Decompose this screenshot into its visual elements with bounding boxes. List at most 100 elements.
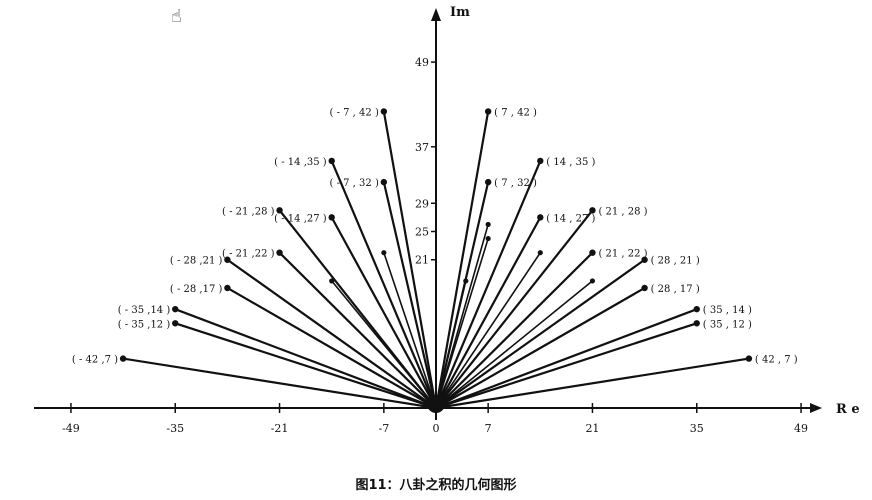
y-tick-label: 25 bbox=[415, 226, 429, 239]
y-tick-label: 49 bbox=[415, 56, 429, 69]
vector-line bbox=[434, 160, 542, 409]
point-label: ( 35 , 12 ) bbox=[703, 319, 752, 330]
data-point bbox=[328, 157, 335, 165]
point-label: ( 21 , 28 ) bbox=[598, 206, 647, 217]
x-tick-label: -35 bbox=[166, 422, 184, 435]
point-label: ( 42 , 7 ) bbox=[755, 355, 798, 366]
point-label: ( 14 , 27 ) bbox=[546, 213, 595, 224]
data-point bbox=[224, 256, 231, 263]
y-axis-arrow bbox=[431, 8, 441, 21]
vector-line bbox=[435, 258, 646, 409]
data-point bbox=[745, 355, 753, 362]
data-points bbox=[119, 108, 753, 413]
data-point bbox=[484, 108, 492, 115]
vector-line bbox=[435, 357, 750, 410]
y-tick-label: 29 bbox=[415, 197, 429, 210]
point-label: ( - 28 ,17 ) bbox=[170, 284, 223, 295]
point-label: ( 21 , 22 ) bbox=[598, 249, 647, 260]
vector-lines bbox=[122, 111, 750, 410]
x-tick-label: -7 bbox=[378, 422, 389, 435]
point-label: ( - 21 ,28 ) bbox=[222, 206, 275, 217]
axes: R e Im -49 -35 -21 -7 0 7 21 35 49 49 37 29 25 21 bbox=[34, 5, 860, 435]
point-label: ( - 7 , 42 ) bbox=[330, 107, 379, 118]
y-axis-label: Im bbox=[450, 5, 470, 20]
data-point bbox=[172, 305, 179, 313]
x-axis-arrow bbox=[810, 403, 822, 413]
inner-data-point bbox=[463, 278, 469, 284]
data-point bbox=[328, 214, 335, 221]
point-label: ( - 21 ,22 ) bbox=[222, 249, 275, 260]
data-point bbox=[380, 108, 388, 115]
x-tick-label: 0 bbox=[433, 422, 440, 435]
inner-data-point bbox=[589, 278, 596, 284]
data-point bbox=[224, 284, 231, 292]
point-label: ( 28 , 17 ) bbox=[651, 284, 700, 295]
vector-line bbox=[382, 181, 438, 409]
vector-line bbox=[330, 160, 438, 409]
vector-line bbox=[226, 258, 437, 409]
origin-cluster bbox=[427, 395, 445, 413]
data-point bbox=[641, 284, 648, 292]
vector-line bbox=[330, 216, 437, 409]
point-label: ( - 7 , 32 ) bbox=[330, 178, 379, 189]
vector-line bbox=[122, 357, 437, 410]
vector-line bbox=[435, 287, 646, 409]
data-point bbox=[641, 256, 648, 263]
data-point bbox=[380, 178, 388, 186]
point-label: ( - 35 ,12 ) bbox=[118, 319, 171, 330]
y-tick-label: 37 bbox=[415, 141, 429, 154]
vector-line bbox=[382, 111, 438, 409]
point-label: ( - 28 ,21 ) bbox=[170, 256, 223, 267]
vector-line bbox=[174, 308, 437, 410]
vector-line bbox=[174, 322, 437, 410]
point-label: ( - 14 ,35 ) bbox=[274, 157, 327, 168]
data-point bbox=[693, 320, 700, 327]
point-label: ( 14 , 35 ) bbox=[546, 157, 595, 168]
data-point bbox=[693, 305, 700, 313]
vector-line bbox=[434, 111, 490, 409]
inner-data-point bbox=[485, 221, 491, 228]
vector-line bbox=[435, 209, 594, 409]
x-tick-label: 7 bbox=[485, 422, 492, 435]
x-tick-label: 35 bbox=[690, 422, 704, 435]
inner-data-point bbox=[537, 250, 543, 256]
vector-line bbox=[226, 287, 437, 409]
inner-data-point bbox=[381, 250, 387, 256]
vector-line bbox=[278, 251, 437, 409]
data-point bbox=[276, 207, 283, 214]
inner-vector-line bbox=[383, 252, 437, 409]
x-axis-label: R e bbox=[836, 402, 860, 417]
inner-vector-line bbox=[435, 252, 541, 409]
inner-vector-line bbox=[435, 280, 593, 409]
vector-line bbox=[435, 308, 698, 410]
x-tick-label: -49 bbox=[62, 422, 80, 435]
figure-caption: 图11：八卦之积的几何图形 bbox=[355, 478, 517, 493]
inner-vector-line bbox=[435, 224, 489, 409]
point-label: ( - 14 ,27 ) bbox=[274, 213, 327, 224]
inner-data-point bbox=[329, 278, 335, 284]
data-point bbox=[276, 249, 283, 256]
point-label: ( - 35 ,14 ) bbox=[118, 305, 171, 316]
data-point bbox=[172, 320, 179, 327]
hand-cursor-icon: ☝ bbox=[171, 6, 182, 27]
data-point bbox=[537, 214, 544, 221]
data-point bbox=[537, 157, 544, 165]
y-tick-label: 21 bbox=[415, 254, 429, 267]
point-labels: ( - 42 ,7 ) ( - 35 ,12 ) ( - 35 ,14 ) ( - 2… bbox=[72, 107, 798, 365]
x-tick-label: 49 bbox=[794, 422, 808, 435]
x-tick-label: 21 bbox=[585, 422, 599, 435]
x-tick-label: -21 bbox=[271, 422, 289, 435]
vector-line bbox=[435, 216, 542, 409]
data-point bbox=[589, 249, 596, 256]
point-label: ( 7 , 42 ) bbox=[494, 107, 537, 118]
point-label: ( 7 , 32 ) bbox=[494, 178, 537, 189]
data-point bbox=[484, 178, 492, 186]
point-label: ( 28 , 21 ) bbox=[651, 256, 700, 267]
data-point bbox=[589, 207, 596, 214]
vector-line bbox=[435, 322, 698, 410]
inner-vector-line bbox=[435, 280, 467, 409]
point-label: ( 35 , 14 ) bbox=[703, 305, 752, 316]
inner-data-point bbox=[485, 235, 491, 242]
point-label: ( - 42 ,7 ) bbox=[72, 355, 118, 366]
